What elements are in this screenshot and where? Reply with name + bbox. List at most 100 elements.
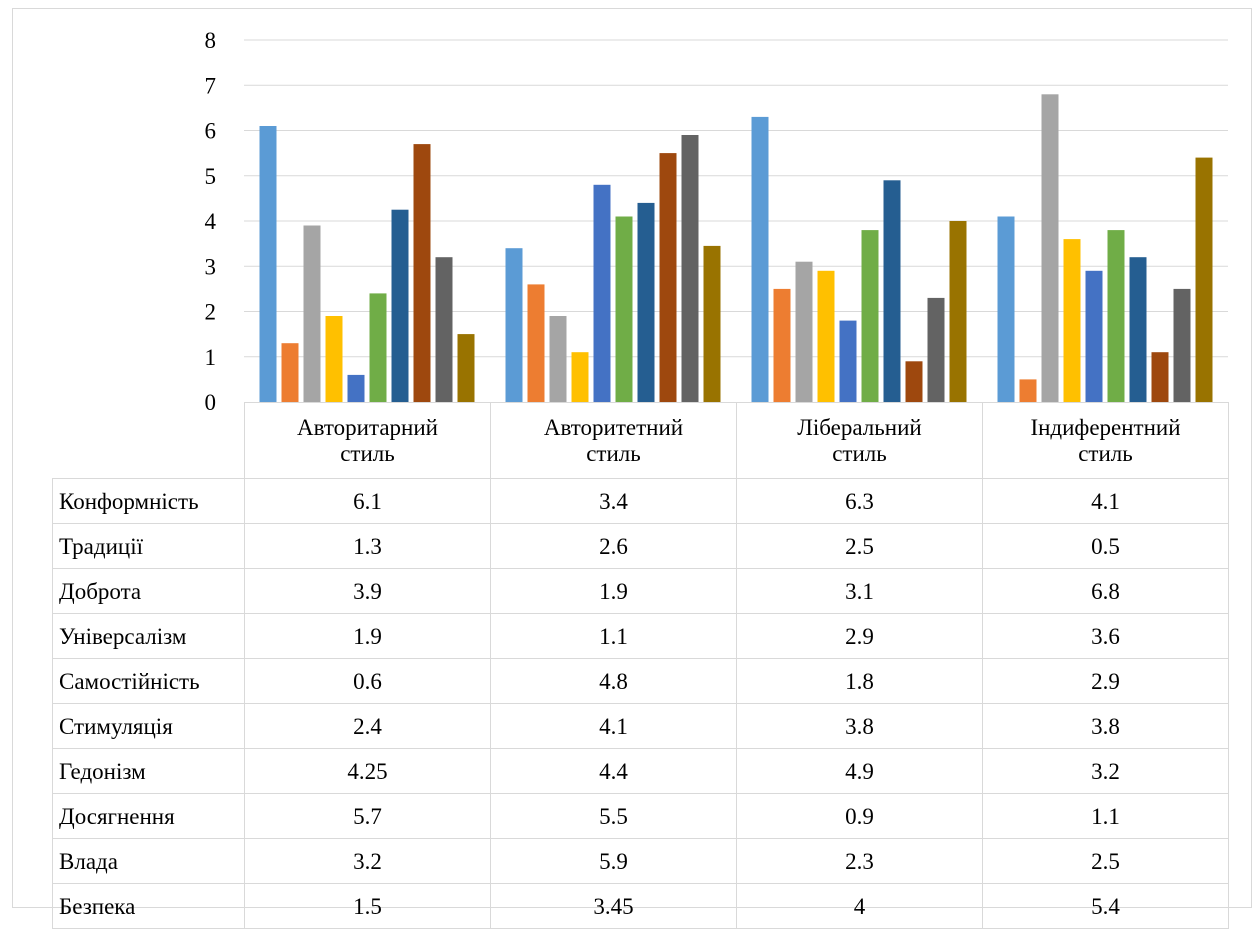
bar-2-4 [1019, 379, 1037, 402]
table-row: Самостійність 0.6 4.8 1.8 2.9 [52, 658, 1229, 704]
data-label: 3.2 [982, 748, 1229, 794]
bar-6-2 [615, 216, 633, 402]
data-label: 0.5 [982, 523, 1229, 569]
bar-10-2 [703, 245, 721, 402]
data-label: 2.9 [982, 658, 1229, 704]
data-label: 3.9 [244, 568, 491, 614]
data-label: 3.8 [736, 703, 983, 749]
series-name: Стимуляція [52, 703, 245, 749]
data-label: 1.9 [244, 613, 491, 659]
data-label: 1.8 [736, 658, 983, 704]
data-label: 1.3 [244, 523, 491, 569]
data-label: 2.9 [736, 613, 983, 659]
table-row: Доброта 3.9 1.9 3.1 6.8 [52, 568, 1229, 614]
bar-8-4 [1151, 352, 1169, 402]
x-tick-label: стиль [832, 440, 887, 466]
bar-1-1 [259, 126, 277, 402]
bar-9-1 [435, 257, 453, 402]
data-label: 2.6 [490, 523, 737, 569]
data-label: 4.4 [490, 748, 737, 794]
data-label: 3.2 [244, 838, 491, 884]
table-corner [52, 402, 245, 479]
bar-5-3 [839, 320, 857, 402]
data-label: 2.4 [244, 703, 491, 749]
data-label: 1.1 [490, 613, 737, 659]
category-header: Авторитарний стиль [244, 402, 491, 479]
bar-5-2 [593, 184, 611, 402]
data-label: 4.1 [490, 703, 737, 749]
series-name: Традиції [52, 523, 245, 569]
table-row: Стимуляція 2.4 4.1 3.8 3.8 [52, 703, 1229, 749]
bar-6-4 [1107, 230, 1125, 402]
table-row: Досягнення 5.7 5.5 0.9 1.1 [52, 793, 1229, 839]
y-tick-label: 2 [205, 300, 217, 325]
bar-3-1 [303, 225, 321, 402]
bar-3-2 [549, 316, 567, 402]
y-tick-label: 1 [205, 345, 217, 370]
x-tick-label: стиль [586, 440, 641, 466]
bar-3-3 [795, 261, 813, 402]
x-tick-label: Індиферентний [1030, 414, 1181, 440]
series-name: Конформність [52, 478, 245, 524]
bar-1-2 [505, 248, 523, 402]
x-tick-label: стиль [1078, 440, 1133, 466]
bar-7-2 [637, 202, 655, 402]
bar-2-3 [773, 288, 791, 402]
table-row: Конформність 6.1 3.4 6.3 4.1 [52, 478, 1229, 524]
bar-5-1 [347, 374, 365, 402]
data-label: 4.1 [982, 478, 1229, 524]
data-label: 3.8 [982, 703, 1229, 749]
bar-10-3 [949, 221, 967, 402]
series-name: Гедонізм [52, 748, 245, 794]
data-label: 0.9 [736, 793, 983, 839]
bar-8-3 [905, 361, 923, 402]
bar-7-4 [1129, 257, 1147, 402]
data-label: 1.1 [982, 793, 1229, 839]
series-name: Досягнення [52, 793, 245, 839]
data-label: 5.5 [490, 793, 737, 839]
x-tick-label: Авторитарний [297, 414, 438, 440]
data-label: 1.9 [490, 568, 737, 614]
data-label: 5.4 [982, 883, 1229, 929]
table-row: Традиції 1.3 2.6 2.5 0.5 [52, 523, 1229, 569]
data-label: 6.8 [982, 568, 1229, 614]
bar-7-1 [391, 209, 409, 402]
data-label: 2.5 [736, 523, 983, 569]
category-header: Ліберальний стиль [736, 402, 983, 479]
bar-8-1 [413, 144, 431, 402]
data-label: 4.25 [244, 748, 491, 794]
x-tick-label: Ліберальний [797, 414, 922, 440]
table-row: Універсалізм 1.9 1.1 2.9 3.6 [52, 613, 1229, 659]
y-tick-label: 5 [205, 164, 217, 189]
bar-4-1 [325, 316, 343, 402]
data-label: 3.45 [490, 883, 737, 929]
series-name: Доброта [52, 568, 245, 614]
data-label: 6.1 [244, 478, 491, 524]
data-label: 2.5 [982, 838, 1229, 884]
data-label: 1.5 [244, 883, 491, 929]
bar-10-4 [1195, 157, 1213, 402]
x-tick-label: Авторитетний [543, 414, 684, 440]
bar-9-2 [681, 135, 699, 402]
series-name: Самостійність [52, 658, 245, 704]
data-label: 0.6 [244, 658, 491, 704]
category-header: Авторитетний стиль [490, 402, 737, 479]
bar-2-2 [527, 284, 545, 402]
data-label: 4.8 [490, 658, 737, 704]
y-tick-label: 7 [205, 73, 217, 98]
bar-2-1 [281, 343, 299, 402]
data-label: 4.9 [736, 748, 983, 794]
data-label: 3.6 [982, 613, 1229, 659]
bar-9-4 [1173, 288, 1191, 402]
bar-10-1 [457, 334, 475, 402]
bar-4-3 [817, 270, 835, 402]
data-label: 6.3 [736, 478, 983, 524]
data-label: 3.4 [490, 478, 737, 524]
data-label: 2.3 [736, 838, 983, 884]
bar-6-3 [861, 230, 879, 402]
series-name: Безпека [52, 883, 245, 929]
bar-8-2 [659, 153, 677, 402]
data-label: 4 [736, 883, 983, 929]
table-row: Безпека 1.5 3.45 4 5.4 [52, 883, 1229, 929]
table-row: Влада 3.2 5.9 2.3 2.5 [52, 838, 1229, 884]
